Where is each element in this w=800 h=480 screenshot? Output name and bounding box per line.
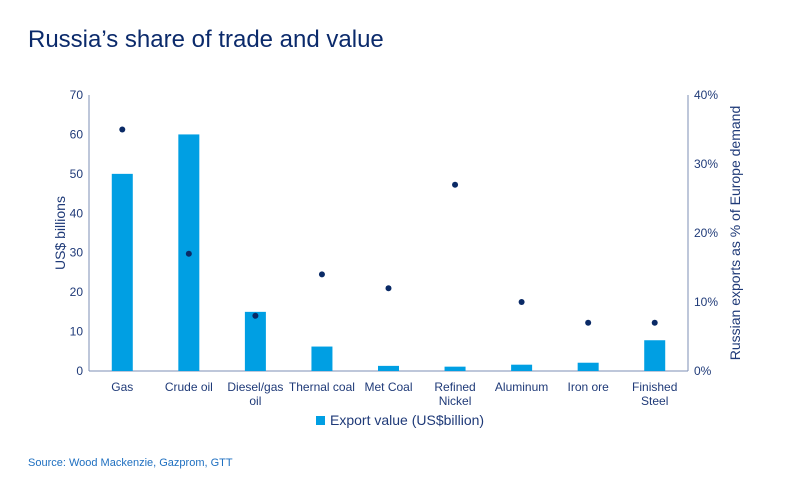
bar-gas	[111, 173, 133, 371]
source-note: Source: Wood Mackenzie, Gazprom, GTT	[28, 457, 233, 469]
x-tick-label: Crude oil	[165, 380, 213, 394]
y-tick-label: 30	[70, 246, 84, 260]
dot-aluminum	[518, 299, 525, 305]
bar-diesel-gas-oil	[244, 311, 266, 371]
x-tick-label: Thernal coal	[289, 380, 355, 394]
y2-tick-label: 20%	[694, 226, 718, 240]
y2-tick-label: 10%	[694, 295, 718, 309]
x-tick-label: Finished Steel	[632, 380, 677, 408]
dot-gas	[119, 126, 126, 133]
y-tick-label: 40	[70, 206, 84, 220]
x-tick-label: Gas	[111, 380, 133, 394]
x-tick-label: Diesel/gas oil	[227, 380, 283, 408]
y-tick-label: 20	[70, 285, 84, 299]
x-tick-label: Iron ore	[567, 380, 609, 394]
y-tick-label: 50	[70, 167, 84, 181]
chart-title: Russia’s share of trade and value	[28, 26, 384, 53]
dot-finished-steel	[651, 319, 658, 326]
y2-tick-label: 0%	[694, 364, 712, 378]
bar-thernal-coal	[311, 346, 333, 371]
y2-axis-label: Russian exports as % of Europe demand	[727, 106, 743, 360]
bar-iron-ore	[577, 362, 599, 371]
y-tick-label: 70	[70, 88, 84, 102]
y-tick-label: 60	[70, 127, 84, 141]
x-tick-label: Aluminum	[495, 380, 548, 394]
y2-tick-label: 40%	[694, 88, 718, 102]
y-axis-label: US$ billions	[52, 196, 68, 270]
y-tick-label: 0	[76, 364, 83, 378]
bar-met-coal	[378, 365, 399, 371]
bar-aluminum	[511, 364, 533, 371]
y-tick-label: 10	[70, 325, 84, 339]
legend-swatch	[316, 416, 325, 425]
x-tick-label: Met Coal	[364, 380, 412, 394]
legend-label: Export value (US$billion)	[330, 412, 484, 428]
x-tick-label: Refined Nickel	[434, 380, 475, 408]
dot-met-coal	[385, 285, 392, 292]
y2-tick-label: 30%	[694, 157, 718, 171]
dot-crude-oil	[185, 250, 192, 257]
dot-iron-ore	[585, 319, 592, 326]
dot-thernal-coal	[318, 271, 325, 278]
dot-diesel-gas-oil	[252, 312, 259, 319]
dot-refined-nickel	[452, 181, 459, 188]
bar-refined-nickel	[444, 366, 466, 371]
bar-finished-steel	[644, 340, 666, 371]
